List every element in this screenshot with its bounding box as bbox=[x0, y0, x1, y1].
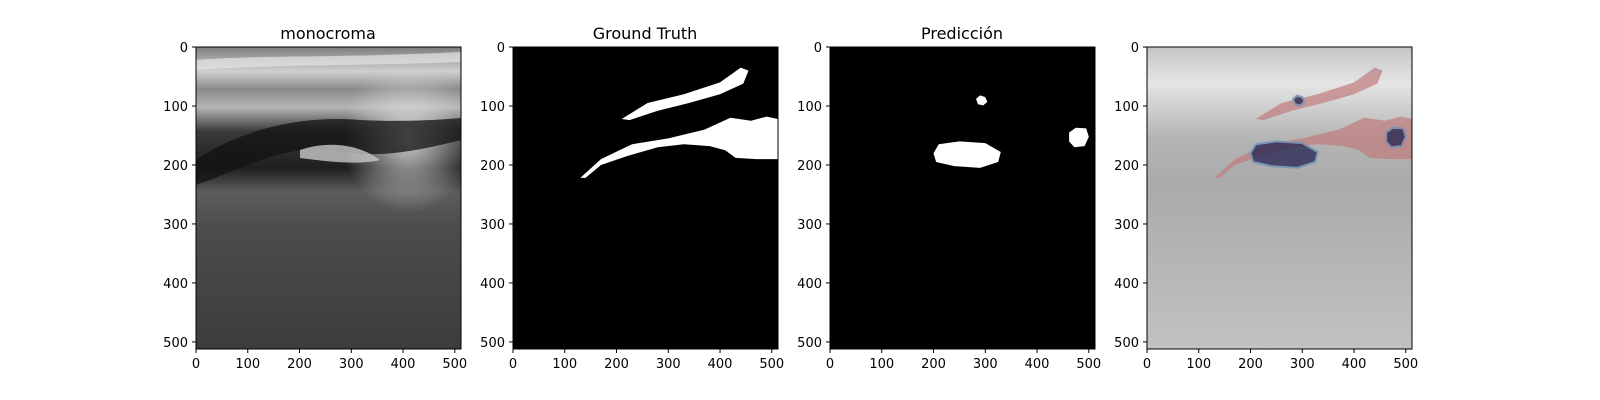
x-tick-label: 300 bbox=[1290, 357, 1315, 372]
x-tick-label: 500 bbox=[442, 357, 467, 372]
overlay-pred-blob-center bbox=[1249, 140, 1319, 169]
y-axis: 0 100 200 300 400 500 bbox=[797, 41, 830, 351]
y-tick-label: 200 bbox=[163, 159, 188, 174]
mask-regions bbox=[933, 95, 1089, 168]
overlay-pred-blob-small bbox=[1291, 94, 1306, 107]
x-axis: 0 100 200 300 400 500 bbox=[826, 349, 1101, 372]
x-tick-label: 200 bbox=[287, 357, 312, 372]
y-tick-label: 400 bbox=[163, 277, 188, 292]
mask-background bbox=[830, 47, 1095, 349]
x-axis: 0 100 200 300 400 500 bbox=[509, 349, 784, 372]
overlay-regions bbox=[1214, 67, 1412, 178]
mask-region-upper-band bbox=[621, 67, 749, 121]
x-tick-label: 400 bbox=[1342, 357, 1367, 372]
ultrasound-dark-cavity bbox=[196, 118, 461, 185]
panel-overlay: 0 100 200 300 400 500 0 100 200 300 400 500 bbox=[1114, 41, 1418, 372]
y-tick-label: 500 bbox=[163, 336, 188, 351]
y-tick-label: 200 bbox=[1114, 159, 1139, 174]
y-tick-label: 400 bbox=[797, 277, 822, 292]
panel-monocroma: monocroma 0 100 200 300 400 500 0 100 200 300 400… bbox=[163, 24, 467, 372]
panel-title: monocroma bbox=[280, 24, 376, 43]
y-axis: 0 100 200 300 400 500 bbox=[1114, 41, 1147, 351]
x-tick-label: 500 bbox=[1393, 357, 1418, 372]
y-tick-label: 200 bbox=[480, 159, 505, 174]
x-tick-label: 0 bbox=[192, 357, 200, 372]
axes-frame bbox=[1146, 46, 1413, 350]
x-tick-label: 300 bbox=[973, 357, 998, 372]
overlay-base-image bbox=[1147, 47, 1412, 349]
ultrasound-bright-ridge bbox=[300, 144, 380, 163]
y-tick-label: 200 bbox=[797, 159, 822, 174]
x-axis: 0 100 200 300 400 500 bbox=[1143, 349, 1418, 372]
x-tick-label: 500 bbox=[1076, 357, 1101, 372]
axes-frame bbox=[195, 46, 462, 350]
x-tick-label: 300 bbox=[656, 357, 681, 372]
y-tick-label: 0 bbox=[1131, 41, 1139, 56]
overlay-gt-lower-band bbox=[1214, 116, 1412, 178]
y-tick-label: 0 bbox=[180, 41, 188, 56]
x-tick-label: 100 bbox=[552, 357, 577, 372]
y-tick-label: 400 bbox=[1114, 277, 1139, 292]
y-tick-label: 100 bbox=[480, 100, 505, 115]
axes-frame bbox=[829, 46, 1096, 350]
x-tick-label: 100 bbox=[1186, 357, 1211, 372]
mask-regions bbox=[580, 67, 778, 178]
y-tick-label: 300 bbox=[797, 218, 822, 233]
overlay-gt-upper-band bbox=[1255, 67, 1383, 121]
y-tick-label: 500 bbox=[797, 336, 822, 351]
overlay-pred-blob-right bbox=[1385, 126, 1407, 149]
mask-region-blob-right bbox=[1069, 127, 1089, 148]
mask-region-blob-center bbox=[933, 141, 1001, 168]
y-tick-label: 500 bbox=[1114, 336, 1139, 351]
x-tick-label: 200 bbox=[921, 357, 946, 372]
mask-region-blob-small bbox=[976, 95, 988, 106]
y-tick-label: 100 bbox=[163, 100, 188, 115]
x-axis: 0 100 200 300 400 500 bbox=[192, 349, 467, 372]
mask-region-lower-band bbox=[580, 116, 778, 178]
x-tick-label: 400 bbox=[708, 357, 733, 372]
x-tick-label: 0 bbox=[1143, 357, 1151, 372]
y-axis: 0 100 200 300 400 500 bbox=[163, 41, 196, 351]
y-tick-label: 300 bbox=[1114, 218, 1139, 233]
x-tick-label: 500 bbox=[759, 357, 784, 372]
x-tick-label: 200 bbox=[1238, 357, 1263, 372]
panel-title: Predicción bbox=[921, 24, 1003, 43]
x-tick-label: 400 bbox=[391, 357, 416, 372]
y-tick-label: 500 bbox=[480, 336, 505, 351]
panel-prediccion: Predicción 0 100 200 300 400 500 0 100 200 300 40… bbox=[797, 24, 1101, 372]
y-tick-label: 0 bbox=[497, 41, 505, 56]
image-area bbox=[196, 47, 461, 349]
x-tick-label: 300 bbox=[339, 357, 364, 372]
x-tick-label: 100 bbox=[235, 357, 260, 372]
y-tick-label: 400 bbox=[480, 277, 505, 292]
panel-title: Ground Truth bbox=[593, 24, 698, 43]
x-tick-label: 200 bbox=[604, 357, 629, 372]
y-tick-label: 100 bbox=[1114, 100, 1139, 115]
x-tick-label: 0 bbox=[826, 357, 834, 372]
x-tick-label: 100 bbox=[869, 357, 894, 372]
mask-background bbox=[513, 47, 778, 349]
x-tick-label: 400 bbox=[1025, 357, 1050, 372]
ultrasound-highlight bbox=[196, 47, 461, 349]
ultrasound-bright-edge bbox=[196, 52, 461, 70]
y-tick-label: 300 bbox=[480, 218, 505, 233]
panel-ground-truth: Ground Truth 0 100 200 300 400 500 0 100 200 300… bbox=[480, 24, 784, 372]
y-tick-label: 300 bbox=[163, 218, 188, 233]
y-axis: 0 100 200 300 400 500 bbox=[480, 41, 513, 351]
y-tick-label: 0 bbox=[814, 41, 822, 56]
axes-frame bbox=[512, 46, 779, 350]
x-tick-label: 0 bbox=[509, 357, 517, 372]
y-tick-label: 100 bbox=[797, 100, 822, 115]
